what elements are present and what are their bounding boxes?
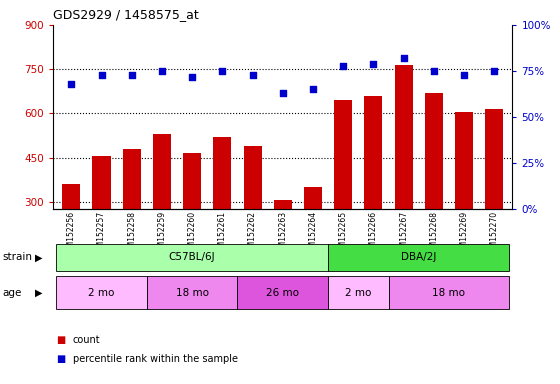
Text: ▶: ▶ xyxy=(35,288,43,298)
Bar xyxy=(485,109,503,290)
Bar xyxy=(365,96,382,290)
Bar xyxy=(274,200,292,290)
Point xyxy=(490,68,499,74)
Bar xyxy=(213,137,231,290)
Bar xyxy=(123,149,141,290)
Point xyxy=(278,90,287,96)
Point xyxy=(67,81,76,87)
Bar xyxy=(244,146,262,290)
Point xyxy=(157,68,166,74)
Point xyxy=(399,55,408,61)
Point xyxy=(218,68,227,74)
Bar xyxy=(334,100,352,290)
Text: strain: strain xyxy=(3,252,33,262)
Bar xyxy=(389,276,510,309)
Point xyxy=(97,72,106,78)
Text: percentile rank within the sample: percentile rank within the sample xyxy=(73,354,238,364)
Text: age: age xyxy=(3,288,22,298)
Point xyxy=(248,72,257,78)
Bar xyxy=(56,244,328,271)
Bar xyxy=(92,156,110,290)
Bar xyxy=(455,112,473,290)
Text: 18 mo: 18 mo xyxy=(176,288,209,298)
Bar xyxy=(62,184,81,290)
Text: count: count xyxy=(73,335,100,345)
Bar xyxy=(328,276,389,309)
Bar xyxy=(304,187,322,290)
Text: GDS2929 / 1458575_at: GDS2929 / 1458575_at xyxy=(53,8,199,21)
Text: 2 mo: 2 mo xyxy=(88,288,115,298)
Point xyxy=(460,72,469,78)
Text: ■: ■ xyxy=(56,354,66,364)
Point xyxy=(430,68,438,74)
Point xyxy=(339,63,348,69)
Point xyxy=(369,61,378,67)
Text: ■: ■ xyxy=(56,335,66,345)
Text: ▶: ▶ xyxy=(35,252,43,262)
Text: C57BL/6J: C57BL/6J xyxy=(169,252,216,262)
Point xyxy=(188,73,197,79)
Bar xyxy=(425,93,443,290)
Bar xyxy=(395,65,413,290)
Bar xyxy=(183,153,201,290)
Text: 18 mo: 18 mo xyxy=(432,288,465,298)
Bar xyxy=(328,244,510,271)
Text: 26 mo: 26 mo xyxy=(267,288,299,298)
Text: DBA/2J: DBA/2J xyxy=(401,252,436,262)
Point xyxy=(127,72,136,78)
Bar xyxy=(147,276,237,309)
Text: 2 mo: 2 mo xyxy=(345,288,371,298)
Bar xyxy=(153,134,171,290)
Bar xyxy=(237,276,328,309)
Point xyxy=(309,86,318,93)
Bar xyxy=(56,276,147,309)
